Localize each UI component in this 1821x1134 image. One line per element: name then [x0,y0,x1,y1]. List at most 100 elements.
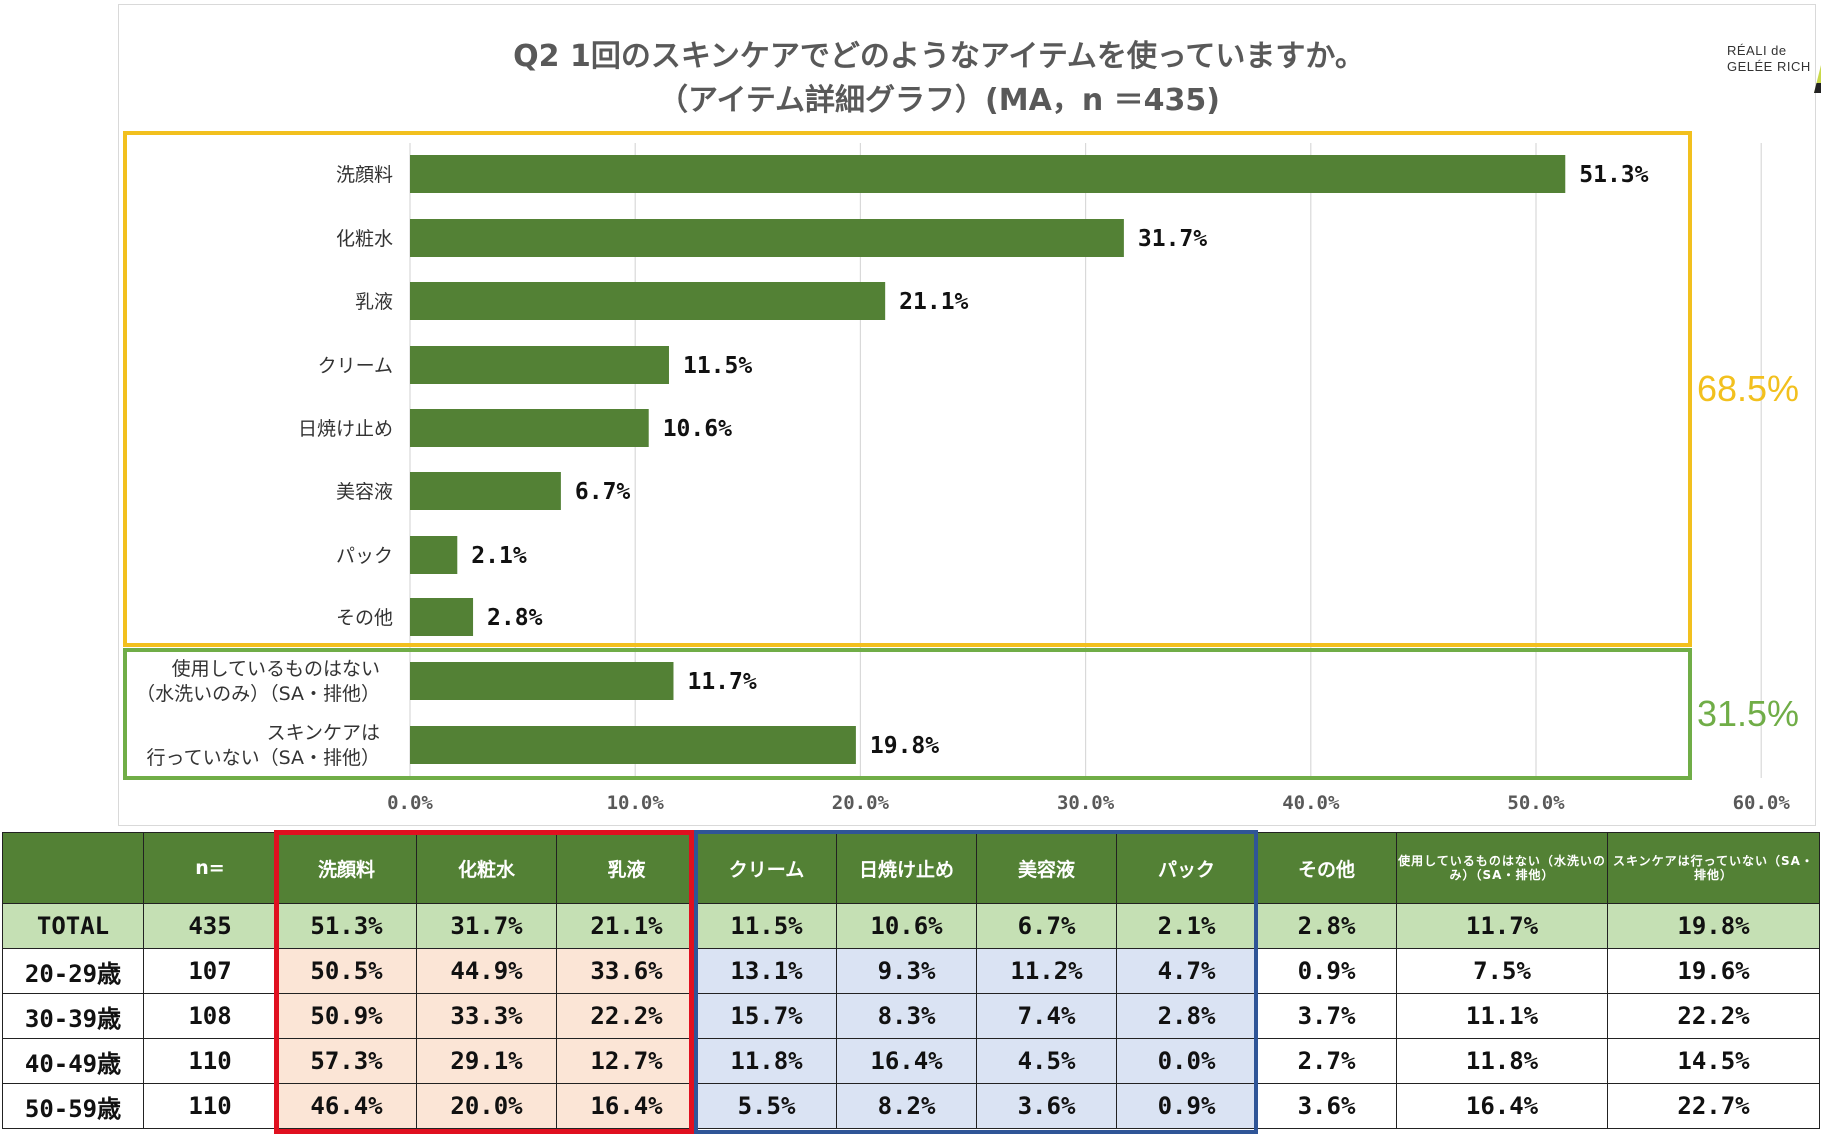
table-header-cell: パック [1116,832,1257,904]
table-cell: 4.5% [976,1038,1117,1084]
table-cell: 11.5% [696,903,837,949]
brand-logo: RÉALI de GELÉE RICH [1727,37,1821,97]
category-label: 洗顔料 [336,164,393,186]
table-cell: 11.2% [976,948,1117,994]
table-cell: 20.0% [416,1083,557,1129]
table-cell: TOTAL [2,903,144,949]
category-label: スキンケアは [267,722,380,744]
table-cell: 40-49歳 [2,1038,144,1084]
bar [410,472,561,510]
table-header-cell: クリーム [696,832,837,904]
table-cell: 51.3% [276,903,417,949]
group-box [123,648,1692,780]
chart-panel: Q2 1回のスキンケアでどのようなアイテムを使っていますか。 （アイテム詳細グラ… [118,4,1821,826]
group-percent-label: 68.5% [1697,368,1799,409]
table-cell: 30-39歳 [2,993,144,1039]
table-cell: 50.9% [276,993,417,1039]
table-cell: 29.1% [416,1038,557,1084]
table-cell: 16.4% [836,1038,977,1084]
bar [410,346,669,384]
table-cell: 22.2% [1607,993,1820,1039]
category-label: （水洗いのみ）（SA・排他） [136,683,380,705]
bar [410,536,458,574]
table-header-cell: n= [143,832,277,904]
table-cell: 50-59歳 [2,1083,144,1129]
table-cell: 2.1% [1116,903,1257,949]
table-cell: 8.2% [836,1083,977,1129]
x-tick-label: 0.0% [387,792,433,814]
table-cell: 46.4% [276,1083,417,1129]
table-cell: 11.8% [1396,1038,1608,1084]
table-cell: 57.3% [276,1038,417,1084]
table-cell: 2.7% [1256,1038,1397,1084]
logo-line1: RÉALI de [1727,43,1787,58]
x-tick-label: 40.0% [1282,792,1340,814]
category-label: その他 [336,607,393,629]
table-cell: 110 [143,1083,277,1129]
table-cell: 3.6% [1256,1083,1397,1129]
table-header-cell: 洗顔料 [276,832,417,904]
table-cell: 0.9% [1116,1083,1257,1129]
category-label: 使用しているものはない [172,658,380,680]
table-cell: 21.1% [556,903,697,949]
table-row: 20-29歳 107 50.5% 44.9% 33.6% 13.1% 9.3% 11.2% 4.… [2,948,1820,994]
table-cell: 19.8% [1607,903,1820,949]
table-cell: 19.6% [1607,948,1820,994]
x-tick-label: 60.0% [1733,792,1791,814]
table-cell: 12.7% [556,1038,697,1084]
bar [410,219,1124,257]
bar-value-label: 2.1% [471,543,527,569]
x-tick-label: 30.0% [1057,792,1115,814]
table-row: TOTAL 435 51.3% 31.7% 21.1% 11.5% 10.6% 6.7% 2.1… [2,903,1820,949]
bar [410,726,856,764]
table-cell: 0.9% [1256,948,1397,994]
table-cell: 3.7% [1256,993,1397,1039]
table-cell: 11.8% [696,1038,837,1084]
table-header-cell: 乳液 [556,832,697,904]
table-cell: 15.7% [696,993,837,1039]
group-box [123,131,1692,647]
table-cell: 14.5% [1607,1038,1820,1084]
table-cell: 16.4% [1396,1083,1608,1129]
bar-value-label: 31.7% [1138,226,1207,252]
x-tick-label: 10.0% [607,792,665,814]
bar-value-label: 10.6% [663,416,732,442]
bar [410,409,649,447]
table-header-cell: スキンケアは行っていない（SA・排他） [1607,832,1820,904]
table-cell: 6.7% [976,903,1117,949]
table-cell: 22.2% [556,993,697,1039]
table-header-cell: 化粧水 [416,832,557,904]
table-cell: 2.8% [1116,993,1257,1039]
bar [410,155,1566,193]
x-tick-label: 50.0% [1507,792,1565,814]
table-cell: 107 [143,948,277,994]
category-label: 化粧水 [336,228,393,250]
table-cell: 13.1% [696,948,837,994]
table-row: 50-59歳 110 46.4% 20.0% 16.4% 5.5% 8.2% 3.6% 0.9%… [2,1083,1820,1129]
table-header-cell [2,832,144,904]
table-cell: 110 [143,1038,277,1084]
table-cell: 7.5% [1396,948,1608,994]
bar [410,598,474,636]
table-cell: 7.4% [976,993,1117,1039]
bar-chart: 68.5% 31.5% 51.3% 洗顔料 31.7% 化粧水 21.1% 乳液 11.5% クリ… [123,131,1799,814]
table-cell: 8.3% [836,993,977,1039]
bar-value-label: 11.7% [687,669,756,695]
table-cell: 108 [143,993,277,1039]
table-cell: 9.3% [836,948,977,994]
table-cell: 3.6% [976,1083,1117,1129]
table-header-cell: その他 [1256,832,1397,904]
bar [410,282,886,320]
table-cell: 33.3% [416,993,557,1039]
table-cell: 11.1% [1396,993,1608,1039]
table-header-cell: 美容液 [976,832,1117,904]
table-header-cell: 日焼け止め [836,832,977,904]
table-row: 40-49歳 110 57.3% 29.1% 12.7% 11.8% 16.4% 4.5% 0.… [2,1038,1820,1084]
bar-value-label: 11.5% [683,353,752,379]
category-label: 行っていない（SA・排他） [147,747,380,769]
chart-title-line1: Q2 1回のスキンケアでどのようなアイテムを使っていますか。 [513,39,1365,74]
group-percent-label: 31.5% [1697,693,1799,734]
table-cell: 10.6% [836,903,977,949]
logo-line2: GELÉE RICH [1727,59,1811,74]
data-table: n= 洗顔料 化粧水 乳液 クリーム 日焼け止め 美容液 パック その他 使用しているものはない（… [2,832,1820,1129]
